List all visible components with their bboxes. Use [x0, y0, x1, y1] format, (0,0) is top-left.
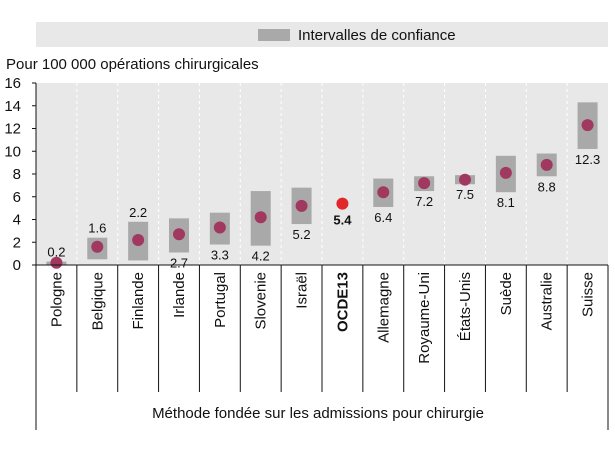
value-label: 1.6 [88, 221, 106, 236]
value-label: 8.8 [538, 179, 556, 194]
category-label: États-Unis [457, 272, 474, 341]
value-label: 7.2 [415, 194, 433, 209]
legend-swatch [258, 29, 290, 41]
data-points [50, 119, 594, 269]
y-axis-title: Pour 100 000 opérations chirurgicales [6, 56, 259, 73]
legend-label: Intervalles de confiance [298, 27, 456, 44]
data-point [540, 158, 553, 171]
legend-box [36, 22, 608, 47]
data-point [295, 199, 308, 212]
category-label: Allemagne [375, 272, 392, 343]
data-point [581, 119, 594, 132]
value-label: 8.1 [497, 195, 515, 210]
data-point [459, 173, 471, 186]
value-label: 0.2 [47, 245, 65, 260]
category-label: Suisse [580, 272, 597, 317]
x-axis-title: Méthode fondée sur les admissions pour c… [152, 405, 484, 422]
category-label: Australie [539, 272, 556, 330]
y-tick-label: 16 [4, 75, 21, 92]
data-point [377, 186, 390, 199]
category-label: Belgique [89, 272, 106, 330]
value-label: 6.4 [374, 210, 392, 225]
value-label: 2.7 [170, 255, 188, 270]
category-label: Irlande [171, 272, 188, 318]
data-point [91, 240, 104, 253]
category-label: OCDE13 [334, 272, 351, 332]
category-label: Israël [294, 272, 311, 309]
data-point [254, 211, 267, 224]
y-axis: 0 2 4 6 8 10 12 14 16 [4, 75, 37, 274]
category-label: Portugal [212, 272, 229, 328]
y-tick-label: 8 [13, 166, 21, 183]
value-label: 2.2 [129, 205, 147, 220]
y-tick-label: 10 [4, 143, 21, 160]
y-tick-label: 2 [13, 234, 21, 251]
value-labels: 0.2 1.6 2.2 2.7 3.3 4.2 5.2 5.4 6.4 7.2 7.5 8.1 8.8 1… [47, 152, 600, 271]
category-label: Suède [498, 272, 515, 315]
y-tick-label: 0 [13, 257, 21, 274]
data-point [173, 228, 185, 241]
value-label: 5.4 [333, 213, 352, 228]
value-label: 7.5 [456, 187, 474, 202]
y-tick-label: 12 [4, 121, 21, 138]
y-tick-label: 6 [13, 189, 21, 206]
category-label: Slovenie [253, 272, 270, 330]
data-point [50, 256, 63, 269]
highlight-point [336, 197, 349, 210]
y-tick-label: 14 [4, 98, 21, 115]
data-point [418, 177, 431, 190]
value-label: 3.3 [211, 248, 229, 263]
data-point [213, 221, 226, 234]
value-label: 5.2 [293, 227, 311, 242]
y-tick-label: 4 [13, 212, 21, 229]
grid-lines [76, 83, 568, 265]
category-label: Royaume-Uni [416, 272, 433, 364]
category-label: Finlande [130, 272, 147, 330]
category-label: Pologne [48, 272, 65, 327]
data-point [132, 233, 145, 246]
x-axis-categories: Pologne Belgique Finlande Irlande Portugal Sl… [35, 264, 609, 430]
value-label: 12.3 [575, 152, 600, 167]
value-label: 4.2 [252, 249, 270, 264]
data-point [499, 166, 512, 179]
